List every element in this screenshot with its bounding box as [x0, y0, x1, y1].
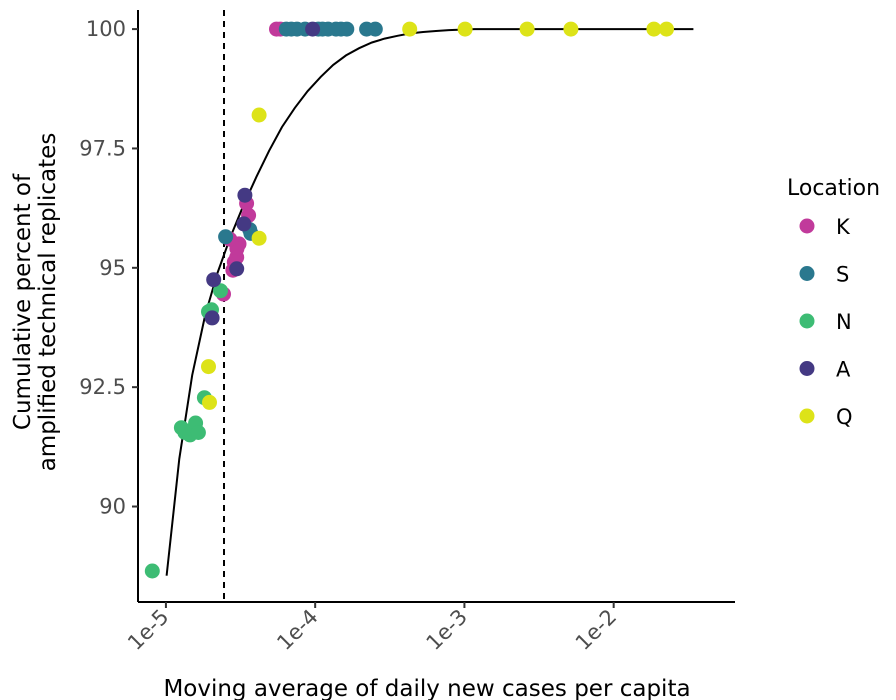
- data-point-A: [305, 21, 321, 37]
- legend-label-Q: Q: [836, 405, 853, 429]
- data-point-S: [367, 21, 383, 37]
- x-axis-title: Moving average of daily new cases per ca…: [163, 676, 690, 700]
- legend-marker-N: [799, 313, 815, 329]
- data-point-S: [218, 229, 234, 245]
- data-point-Q: [402, 21, 418, 37]
- legend-marker-K: [799, 218, 815, 234]
- fit-curve: [165, 28, 694, 576]
- legend-marker-A: [799, 361, 815, 376]
- y-tick-label: 100: [86, 17, 126, 41]
- legend-marker-S: [799, 266, 815, 281]
- data-point-Q: [646, 21, 662, 37]
- x-tick-label: 1e-5: [123, 605, 173, 655]
- data-point-Q: [202, 394, 217, 410]
- x-tick-label: 1e-2: [571, 605, 621, 655]
- y-tick-label: 95: [99, 256, 126, 280]
- fit-layer: [165, 28, 694, 576]
- legend-title: Location: [787, 176, 880, 201]
- y-tick-label: 92.5: [79, 375, 126, 399]
- data-point-Q: [457, 21, 473, 37]
- legend-label-S: S: [836, 263, 849, 287]
- y-axis-title-line-2: amplified technical replicates: [35, 133, 61, 472]
- points-layer: [144, 21, 674, 579]
- data-point-Q: [563, 21, 579, 37]
- legend-label-N: N: [836, 310, 852, 334]
- data-point-A: [236, 216, 252, 232]
- data-point-A: [229, 261, 245, 277]
- data-point-N: [144, 563, 160, 579]
- axes-layer: 90 92.5 95 97.5 100 1e-5 1e-4 1e-3 1e-2: [79, 10, 735, 655]
- y-axis-title-line-1: Cumulative percent of: [10, 173, 36, 430]
- y-tick-label: 90: [99, 495, 126, 519]
- legend-marker-Q: [799, 408, 815, 424]
- x-tick-label: 1e-3: [422, 605, 472, 655]
- data-point-Q: [251, 230, 267, 246]
- data-point-Q: [251, 107, 267, 123]
- x-tick-label: 1e-4: [272, 605, 322, 655]
- data-point-Q: [659, 21, 674, 37]
- data-point-A: [204, 310, 220, 326]
- data-point-Q: [201, 359, 216, 375]
- data-point-N: [190, 425, 206, 440]
- y-tick-label: 97.5: [79, 136, 126, 160]
- data-point-A: [237, 187, 253, 203]
- data-point-A: [206, 272, 222, 288]
- data-point-S: [339, 21, 355, 37]
- legend-label-K: K: [836, 215, 851, 239]
- data-point-Q: [519, 21, 535, 37]
- data-point-N: [213, 283, 228, 299]
- legend-label-A: A: [836, 358, 851, 382]
